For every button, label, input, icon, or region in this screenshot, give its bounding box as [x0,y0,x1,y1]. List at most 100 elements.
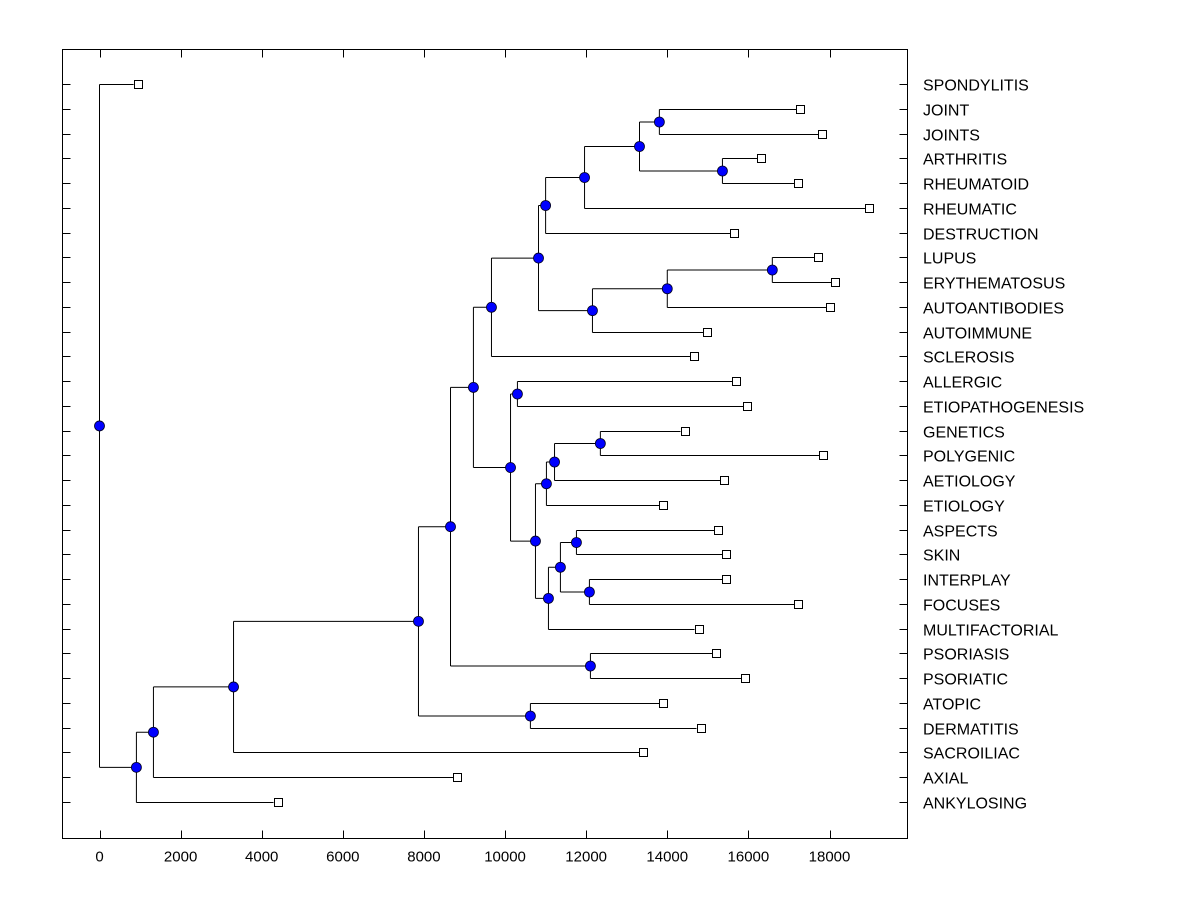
leaf-marker-square [794,600,803,609]
merge-nodes [94,116,778,773]
leaf-label: SPONDYLITIS [923,78,1029,95]
leaf-label: AUTOIMMUNE [923,326,1032,343]
leaf-label: SKIN [923,548,960,565]
leaf-label: GENETICS [923,425,1005,442]
leaf-markers [134,80,874,807]
merge-node-dot [653,116,665,128]
leaf-marker-square [831,278,840,287]
merge-node-dot [555,561,566,573]
leaf-marker-square [743,402,752,411]
leaf-label: LUPUS [923,251,976,268]
leaf-label: MULTIFACTORIAL [923,623,1059,640]
leaf-label: FOCUSES [923,598,1000,615]
merge-node-dot [512,388,523,400]
x-tick-label: 0 [95,849,103,866]
leaf-marker-square [690,352,699,361]
leaf-marker-square [720,476,729,485]
merge-node-dot [131,761,142,773]
merge-node-dot [579,172,590,183]
leaf-label: ALLERGIC [923,375,1002,392]
leaf-marker-square [697,724,706,733]
leaf-label: AETIOLOGY [923,474,1016,491]
leaf-label: ERYTHEMATOSUS [923,276,1065,293]
leaf-label: PSORIASIS [923,647,1009,664]
merge-node-dot [148,726,159,738]
merge-node-dot [525,710,536,722]
leaf-label: ETIOPATHOGENESIS [923,400,1084,417]
leaf-marker-square [757,154,766,163]
leaf-label: SACROILIAC [923,746,1020,763]
merge-node-dot [533,252,544,264]
x-tick-label: 14000 [646,849,688,866]
merge-node-dot [94,420,105,432]
merge-node-dot [584,586,595,598]
leaf-marker-square [796,105,805,114]
leaf-marker-square [722,550,731,559]
merge-node-dot [228,681,239,693]
leaf-label: INTERPLAY [923,573,1011,590]
x-tick-label: 10000 [484,849,526,866]
leaf-label: AXIAL [923,771,968,788]
leaf-label: ETIOLOGY [923,499,1005,516]
leaf-marker-square [741,674,750,683]
leaf-marker-square [819,451,828,460]
merge-node-dot [549,456,560,468]
leaf-marker-square [712,649,721,658]
merge-node-dot [766,264,778,276]
merge-node-dot [505,462,516,473]
leaf-marker-square [814,253,823,262]
leaf-label: DERMATITIS [923,722,1019,739]
leaf-label: ANKYLOSING [923,796,1027,813]
leaf-label: ATOPIC [923,697,981,714]
merge-node-dot [540,200,552,211]
leaf-label: ARTHRITIS [923,152,1007,169]
merge-node-dot [634,141,645,152]
leaf-label: PSORIATIC [923,672,1008,689]
leaf-marker-square [732,377,741,386]
leaf-label: RHEUMATOID [923,177,1029,194]
merge-node-dot [594,438,606,449]
leaf-marker-square [453,773,462,782]
merge-node-dot [530,535,541,547]
leaf-label: POLYGENIC [923,449,1015,466]
merge-node-dot [468,382,479,393]
merge-node-dot [587,305,598,317]
leaf-label: JOINT [923,103,969,120]
x-tick-label: 16000 [728,849,770,866]
merge-node-dot [571,537,582,548]
leaf-marker-square [865,204,874,213]
merge-node-dot [541,478,552,490]
x-tick-labels: 0 2000 4000 6000 8000 10000 12000 14000 16000 180… [95,849,850,866]
leaf-marker-square [730,229,739,238]
x-tick-label: 8000 [407,849,440,866]
leaf-label: ASPECTS [923,524,998,541]
leaf-label: AUTOANTIBODIES [923,301,1064,318]
leaf-marker-square [703,328,712,337]
dendrogram-links [99,84,866,803]
leaf-labels: SPONDYLITIS JOINT JOINTS ARTHRITIS RHEUMATOI… [923,78,1084,813]
leaf-marker-square [681,427,690,436]
axis-ticks [62,49,908,839]
leaf-marker-square [826,303,835,312]
leaf-label: SCLEROSIS [923,350,1015,367]
x-tick-label: 2000 [164,849,197,866]
x-tick-label: 18000 [809,849,851,866]
x-tick-label: 6000 [326,849,359,866]
leaf-label: RHEUMATIC [923,202,1017,219]
leaf-marker-square [714,526,723,535]
leaf-marker-square [794,179,803,188]
leaf-label: DESTRUCTION [923,227,1039,244]
merge-node-dot [717,165,728,177]
leaf-marker-square [134,80,143,89]
merge-node-dot [445,521,456,533]
leaf-marker-square [695,625,704,634]
leaf-marker-square [659,501,668,510]
merge-node-dot [413,615,424,627]
leaf-marker-square [639,748,648,757]
merge-node-dot [486,301,497,313]
leaf-marker-square [274,798,283,807]
merge-node-dot [661,283,673,295]
x-tick-label: 4000 [245,849,278,866]
merge-node-dot [543,592,554,604]
